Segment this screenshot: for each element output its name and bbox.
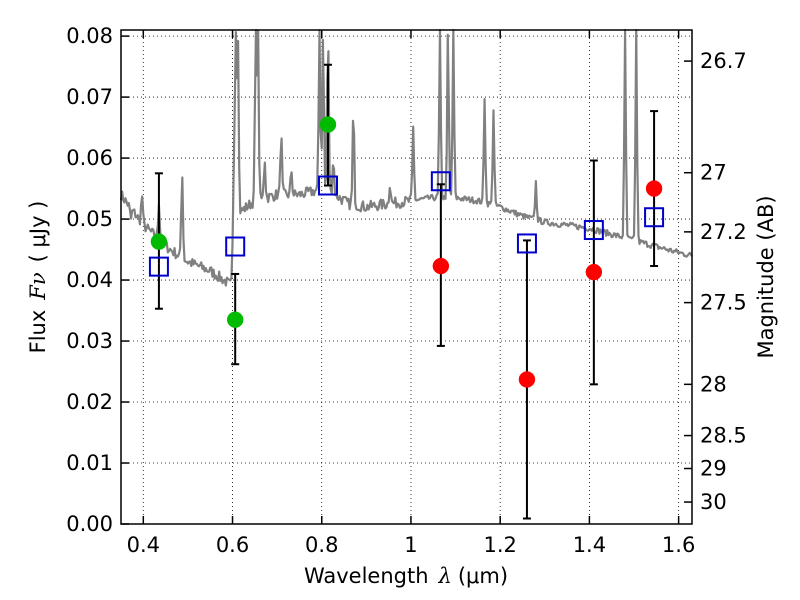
x-tick-label: 0.4 [127,533,160,557]
data-marks [148,63,665,520]
y2-axis-title: Magnitude (AB) [754,195,778,358]
data-point-circle [518,371,536,388]
y2-tick-label: 28 [700,372,727,396]
x-tick-label: 0.8 [305,533,338,557]
x-tick-label: 1.2 [483,533,516,557]
y2-tick-label: 28.5 [700,424,747,448]
y2-tick-label: 27.2 [700,220,747,244]
axis-ticks: 0.00 0.01 0.02 0.03 0.04 0.05 0.06 0.07 0.08 0.4 0… [66,24,747,557]
y2-tick-label: 27.5 [700,291,747,315]
y2-tick-label: 26.7 [700,49,747,73]
data-point-circle [432,257,450,275]
data-point-square [317,175,338,196]
y2-tick-label: 27 [700,161,727,185]
data-point-circle [226,311,244,328]
y-tick-label: 0.07 [66,85,113,109]
data-point-circle [645,180,663,197]
y-tick-label: 0.02 [66,390,113,414]
data-point-square [148,256,169,277]
y-tick-label: 0.05 [66,207,113,231]
y2-tick-label: 29 [700,457,727,481]
x-tick-label: 0.6 [216,533,249,557]
data-point-square [583,220,604,241]
plot-background [121,30,692,524]
x-tick-label: 1 [404,533,417,557]
x-tick-label: 1.4 [573,533,606,557]
data-point-circle [319,116,337,133]
data-point-square [644,207,665,228]
y-axis-title: FluxFν( μJy ) [26,201,50,354]
spectrum [119,28,693,287]
y-tick-label: 0.08 [66,24,113,48]
x-tick-label: 1.6 [662,533,695,557]
y-tick-label: 0.01 [66,451,113,475]
plot-frame [120,29,693,525]
data-point-circle [585,263,603,281]
data-point-square [516,233,537,254]
x-axis-title: Wavelength λ (μm) [304,564,508,588]
data-point-square [225,236,246,257]
spectrum-line [119,28,693,287]
data-point-circle [150,233,168,250]
data-point-square [430,171,451,192]
y-tick-label: 0.04 [66,268,113,292]
y-tick-label: 0.03 [66,329,113,353]
y2-tick-label: 30 [700,490,727,514]
y-tick-label: 0.06 [66,146,113,170]
y-tick-label: 0.00 [66,512,113,536]
